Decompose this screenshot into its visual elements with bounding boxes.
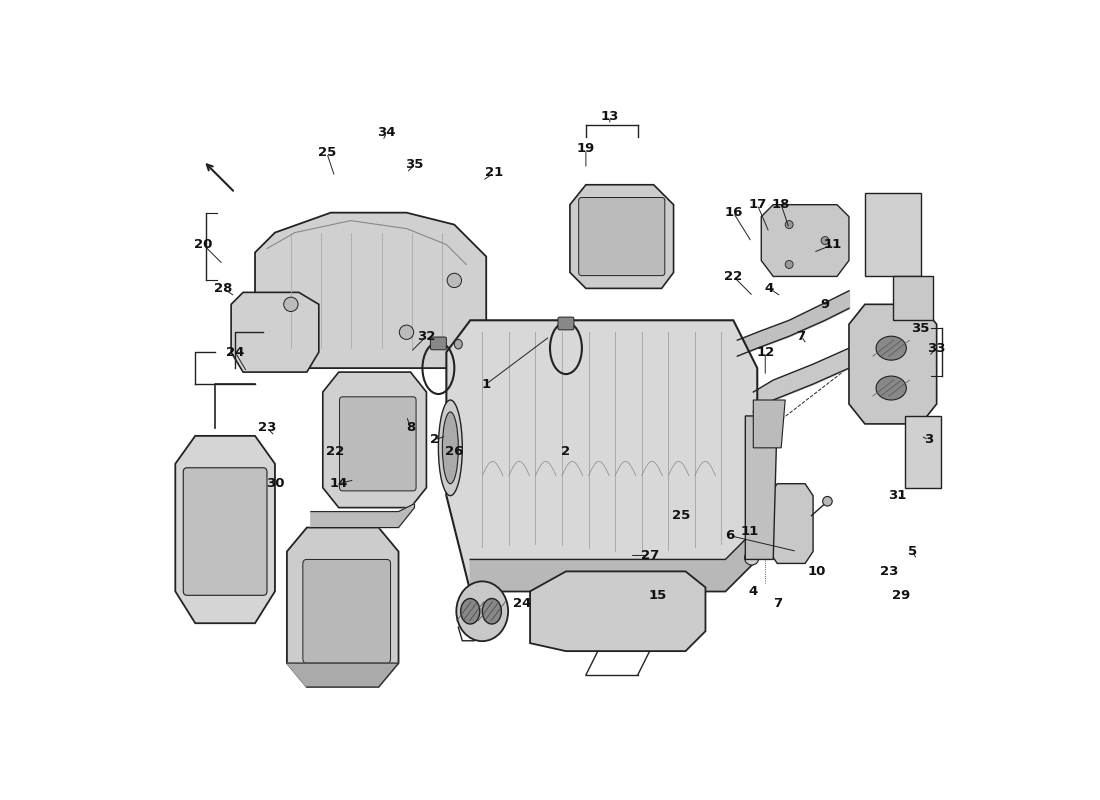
FancyBboxPatch shape — [430, 337, 447, 350]
FancyBboxPatch shape — [558, 317, 574, 330]
Polygon shape — [746, 416, 778, 559]
Text: 28: 28 — [214, 282, 232, 295]
Text: 29: 29 — [892, 589, 910, 602]
Polygon shape — [287, 527, 398, 687]
Text: 9: 9 — [821, 298, 829, 311]
Polygon shape — [322, 372, 427, 508]
Ellipse shape — [876, 336, 906, 360]
Ellipse shape — [482, 598, 502, 624]
Polygon shape — [255, 213, 486, 368]
Ellipse shape — [823, 497, 833, 506]
Ellipse shape — [399, 325, 414, 339]
FancyBboxPatch shape — [579, 198, 664, 276]
Text: 22: 22 — [326, 446, 344, 458]
Ellipse shape — [785, 261, 793, 269]
Ellipse shape — [821, 237, 829, 245]
Text: 30: 30 — [266, 478, 284, 490]
Text: 1: 1 — [482, 378, 491, 390]
Polygon shape — [849, 304, 937, 424]
Text: 32: 32 — [417, 330, 436, 342]
Text: 20: 20 — [194, 238, 212, 251]
Text: 24: 24 — [513, 597, 531, 610]
Text: 11: 11 — [824, 238, 843, 251]
Polygon shape — [175, 436, 275, 623]
Text: 13: 13 — [601, 110, 619, 123]
Text: 2: 2 — [430, 434, 439, 446]
Polygon shape — [769, 484, 813, 563]
Text: 8: 8 — [406, 422, 415, 434]
Text: 24: 24 — [226, 346, 244, 358]
Ellipse shape — [785, 221, 793, 229]
Ellipse shape — [442, 412, 459, 484]
Text: 27: 27 — [640, 549, 659, 562]
Ellipse shape — [439, 400, 462, 496]
Text: 15: 15 — [649, 589, 667, 602]
Text: 31: 31 — [888, 489, 906, 502]
FancyBboxPatch shape — [184, 468, 267, 595]
Ellipse shape — [454, 339, 462, 349]
Polygon shape — [231, 292, 319, 372]
Polygon shape — [311, 504, 415, 527]
Text: 35: 35 — [912, 322, 930, 334]
Text: 33: 33 — [927, 342, 946, 354]
Text: 23: 23 — [880, 565, 898, 578]
Text: 3: 3 — [924, 434, 933, 446]
Text: 2: 2 — [561, 446, 571, 458]
Text: 5: 5 — [909, 545, 917, 558]
Text: 35: 35 — [405, 158, 424, 171]
Polygon shape — [471, 527, 757, 591]
Polygon shape — [287, 663, 398, 687]
Text: 7: 7 — [796, 330, 805, 342]
Text: 26: 26 — [446, 446, 463, 458]
Polygon shape — [893, 277, 933, 320]
Text: 4: 4 — [764, 282, 774, 295]
Text: 23: 23 — [257, 422, 276, 434]
Ellipse shape — [876, 376, 906, 400]
FancyBboxPatch shape — [302, 559, 390, 663]
Text: 10: 10 — [807, 565, 826, 578]
Polygon shape — [754, 400, 785, 448]
Ellipse shape — [745, 550, 759, 565]
Ellipse shape — [461, 598, 480, 624]
Text: 17: 17 — [748, 198, 767, 211]
Text: 16: 16 — [724, 206, 743, 219]
Text: 6: 6 — [725, 529, 734, 542]
Polygon shape — [905, 416, 940, 488]
Polygon shape — [570, 185, 673, 288]
Ellipse shape — [448, 274, 462, 287]
Ellipse shape — [284, 297, 298, 311]
Text: 21: 21 — [485, 166, 504, 179]
Polygon shape — [530, 571, 705, 651]
Text: 25: 25 — [318, 146, 336, 159]
Polygon shape — [761, 205, 849, 277]
Polygon shape — [865, 193, 921, 277]
Text: 11: 11 — [740, 525, 758, 538]
Ellipse shape — [456, 582, 508, 641]
Text: 14: 14 — [330, 478, 348, 490]
Text: 34: 34 — [377, 126, 396, 139]
Text: 12: 12 — [756, 346, 774, 358]
FancyBboxPatch shape — [340, 397, 416, 491]
Text: 22: 22 — [724, 270, 743, 283]
Text: 7: 7 — [772, 597, 782, 610]
Text: 25: 25 — [672, 509, 691, 522]
Text: 18: 18 — [772, 198, 791, 211]
Text: 19: 19 — [576, 142, 595, 155]
Polygon shape — [447, 320, 757, 591]
Text: 4: 4 — [749, 585, 758, 598]
